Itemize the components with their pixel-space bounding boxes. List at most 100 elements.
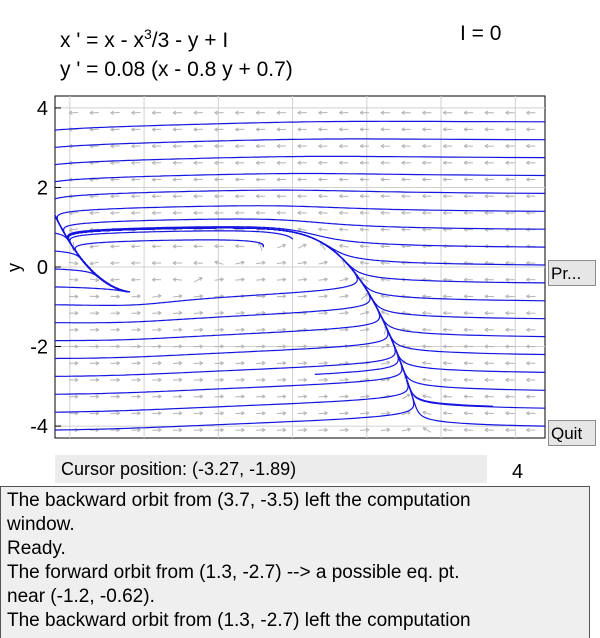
field-arrow-head bbox=[157, 394, 162, 399]
field-arrow bbox=[235, 278, 245, 281]
field-arrow-head bbox=[95, 344, 100, 349]
field-arrow bbox=[214, 261, 224, 265]
field-arrow-head bbox=[131, 160, 135, 165]
field-arrow-head bbox=[339, 143, 343, 149]
log-line: Ready. bbox=[7, 538, 66, 559]
direction-field bbox=[68, 110, 536, 433]
field-arrow-head bbox=[261, 427, 266, 433]
field-arrow-head bbox=[116, 361, 120, 366]
field-arrow-head bbox=[193, 110, 198, 115]
field-arrow-head bbox=[318, 127, 322, 132]
field-arrow bbox=[443, 412, 453, 415]
field-arrow-head bbox=[339, 160, 343, 165]
y-tick-label: -4 bbox=[30, 416, 48, 438]
field-arrow-head bbox=[214, 177, 218, 182]
y-tick-label: 2 bbox=[37, 177, 48, 199]
field-arrow bbox=[297, 261, 307, 265]
field-arrow-head bbox=[339, 127, 343, 132]
field-arrow-head bbox=[526, 327, 530, 332]
field-arrow-head bbox=[302, 243, 307, 248]
field-arrow-head bbox=[261, 411, 266, 416]
field-arrow-head bbox=[365, 327, 370, 332]
field-arrow-head bbox=[422, 360, 426, 366]
field-arrow bbox=[152, 295, 162, 298]
field-arrow-head bbox=[297, 160, 302, 165]
field-arrow-head bbox=[193, 210, 198, 216]
field-arrow-head bbox=[422, 127, 426, 132]
field-arrow-head bbox=[505, 143, 509, 149]
field-arrow-head bbox=[110, 261, 115, 266]
field-arrow-head bbox=[131, 277, 135, 282]
field-arrow-head bbox=[95, 294, 100, 299]
field-arrow-head bbox=[261, 327, 266, 332]
field-arrow-head bbox=[172, 127, 177, 132]
field-arrow bbox=[380, 429, 390, 432]
field-arrow-head bbox=[365, 344, 370, 349]
field-arrow-head bbox=[193, 260, 198, 266]
field-arrow bbox=[110, 278, 120, 281]
quit-button[interactable]: Quit bbox=[548, 420, 596, 446]
field-arrow-head bbox=[282, 277, 287, 282]
field-arrow-head bbox=[131, 127, 135, 132]
field-arrow-head bbox=[526, 177, 530, 182]
field-arrow-head bbox=[344, 377, 349, 382]
field-arrow-head bbox=[151, 260, 156, 266]
phase-plot[interactable]: 4 2 0 -2 -4 y bbox=[0, 90, 600, 452]
field-arrow-head bbox=[199, 394, 204, 399]
field-arrow-head bbox=[401, 110, 405, 115]
field-arrow-head bbox=[303, 411, 307, 416]
field-arrow-head bbox=[526, 344, 530, 349]
field-arrow-head bbox=[240, 327, 245, 332]
field-arrow-head bbox=[505, 160, 509, 165]
field-arrow bbox=[339, 362, 349, 365]
field-arrow bbox=[152, 312, 162, 314]
field-arrow bbox=[193, 295, 203, 298]
field-arrow-head bbox=[110, 210, 114, 216]
field-arrow-head bbox=[220, 344, 224, 349]
field-arrow-head bbox=[422, 210, 426, 216]
field-arrow bbox=[89, 261, 99, 265]
field-arrow-head bbox=[178, 427, 183, 433]
field-arrow-head bbox=[137, 411, 141, 416]
orbit-curve bbox=[69, 230, 294, 293]
field-arrow-head bbox=[193, 244, 198, 249]
field-arrow bbox=[443, 362, 453, 364]
field-arrow-head bbox=[344, 327, 349, 332]
field-arrow-head bbox=[505, 177, 509, 182]
field-arrow-head bbox=[359, 110, 364, 115]
print-button[interactable]: Pr... bbox=[548, 260, 596, 286]
field-arrow-head bbox=[365, 310, 370, 315]
field-arrow-head bbox=[178, 294, 183, 299]
field-arrow-head bbox=[276, 127, 281, 132]
field-arrow-head bbox=[442, 361, 447, 366]
field-arrow bbox=[360, 277, 369, 283]
parameter-label: I = 0 bbox=[460, 22, 502, 45]
field-arrow-head bbox=[240, 344, 245, 349]
field-arrow-head bbox=[151, 177, 156, 182]
field-arrow-head bbox=[526, 394, 530, 399]
field-arrow-head bbox=[422, 427, 427, 432]
field-arrow-head bbox=[235, 194, 239, 199]
field-arrow bbox=[214, 278, 224, 281]
field-arrow-head bbox=[235, 244, 239, 249]
field-arrow-head bbox=[484, 110, 489, 115]
field-arrow-head bbox=[110, 194, 114, 199]
field-arrow-head bbox=[359, 227, 364, 232]
y-tick-label: 4 bbox=[37, 98, 48, 120]
field-arrow-head bbox=[484, 394, 489, 399]
field-arrow-head bbox=[282, 260, 287, 265]
field-arrow-head bbox=[442, 394, 447, 399]
log-line: window. bbox=[7, 514, 75, 535]
field-arrow-head bbox=[359, 160, 364, 165]
message-log[interactable]: The backward orbit from (3.7, -3.5) left… bbox=[0, 486, 590, 638]
field-arrow-head bbox=[339, 227, 343, 232]
field-arrow-head bbox=[116, 294, 120, 299]
field-arrow-head bbox=[89, 210, 94, 216]
field-arrow-head bbox=[359, 127, 364, 132]
field-arrow bbox=[276, 278, 286, 281]
field-arrow-head bbox=[303, 344, 307, 349]
field-arrow-head bbox=[303, 294, 307, 299]
field-arrow-head bbox=[157, 427, 162, 433]
field-arrow bbox=[339, 395, 349, 398]
field-arrow-head bbox=[282, 377, 287, 382]
